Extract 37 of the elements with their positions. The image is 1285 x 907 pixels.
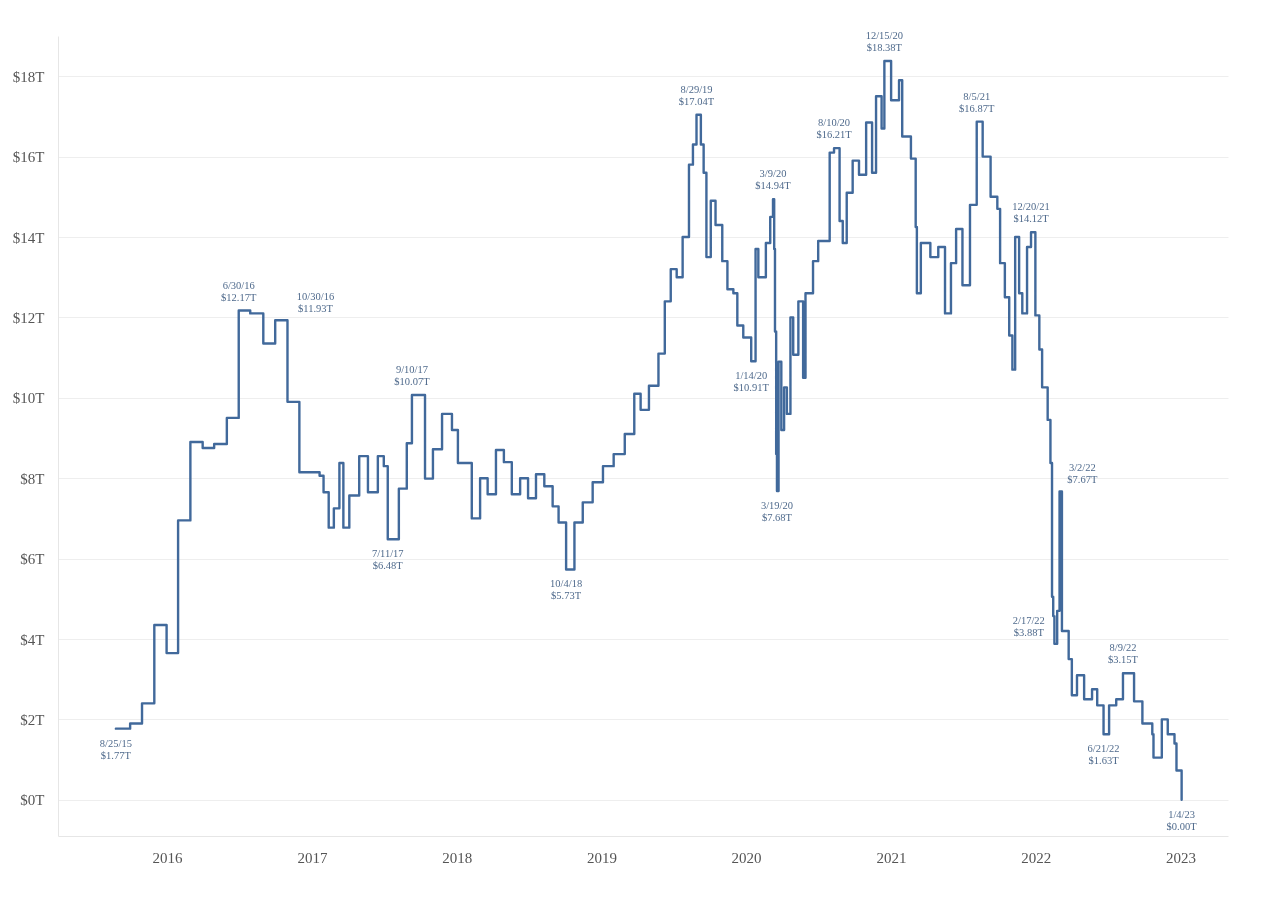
x-tick-label: 2021: [876, 849, 907, 866]
x-tick-label: 2017: [297, 849, 329, 866]
x-tick-label: 2022: [1021, 849, 1052, 866]
y-tick-label: $12T: [12, 309, 45, 326]
y-tick-label: $0T: [20, 792, 45, 809]
annotation: 10/4/18 $5.73T: [550, 578, 583, 602]
y-tick-label: $8T: [20, 470, 45, 487]
x-tick-label: 2018: [442, 849, 473, 866]
annotation: 9/10/17 $10.07T: [394, 363, 431, 387]
annotation: 8/5/21 $16.87T: [959, 90, 995, 114]
annotation: 8/25/15 $1.77T: [99, 737, 132, 761]
x-tick-label: 2016: [152, 849, 183, 866]
y-tick-label: $16T: [12, 149, 45, 166]
x-tick-label: 2019: [586, 849, 617, 866]
x-tick-label: 2023: [1165, 849, 1196, 866]
annotation: 12/15/20 $18.38T: [865, 29, 904, 53]
y-tick-label: $14T: [12, 229, 45, 246]
y-tick-label: $2T: [20, 711, 45, 728]
annotation: 6/30/16 $12.17T: [221, 279, 257, 303]
x-tick-label: 2020: [731, 849, 762, 866]
annotation: 2/17/22 $3.88T: [1012, 614, 1045, 638]
annotation: 12/20/21 $14.12T: [1012, 201, 1050, 225]
y-tick-label: $4T: [20, 631, 45, 648]
annotation: 8/29/19 $17.04T: [678, 83, 715, 107]
annotation: 8/10/20 $16.21T: [816, 117, 853, 141]
annotation: 3/19/20 $7.68T: [760, 500, 794, 524]
annotation: 6/21/22 $1.63T: [1087, 743, 1120, 767]
annotation: 7/11/17 $6.48T: [371, 548, 404, 572]
y-tick-label: $18T: [12, 68, 45, 85]
annotation: 1/4/23 $0.00T: [1166, 808, 1198, 832]
annotation: 3/9/20 $14.94T: [755, 168, 792, 192]
annotation: 10/30/16 $11.93T: [296, 291, 335, 315]
annotation: 3/2/22 $7.67T: [1067, 462, 1098, 486]
y-tick-label: $6T: [20, 551, 45, 568]
y-tick-label: $10T: [12, 390, 45, 407]
annotation: 1/14/20 $10.91T: [733, 370, 770, 394]
annotation: 8/9/22 $3.15T: [1107, 642, 1139, 666]
